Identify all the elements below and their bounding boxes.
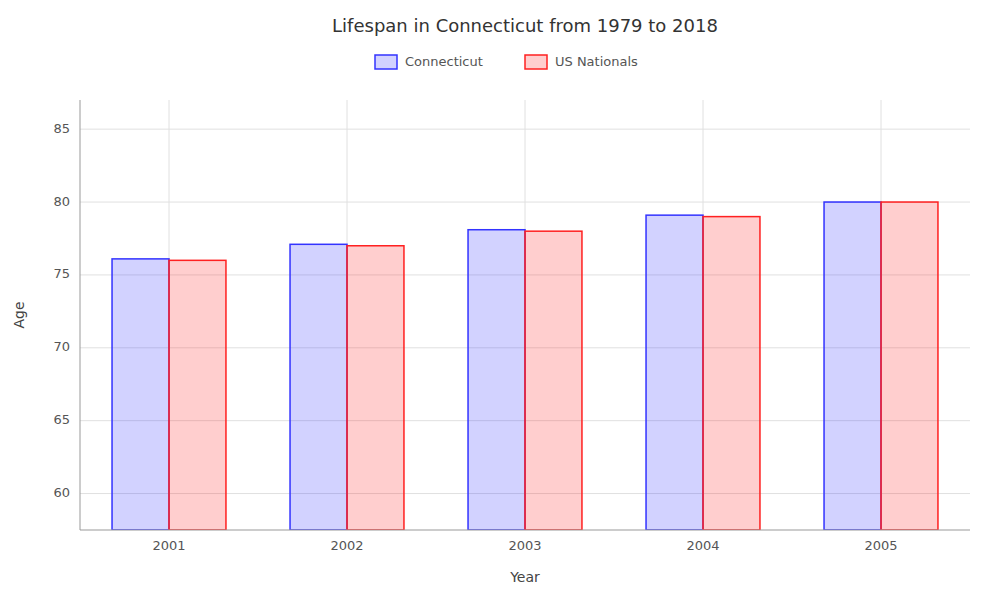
y-axis-label: Age (11, 301, 27, 328)
bar (646, 215, 703, 530)
legend: Connecticut US Nationals (375, 54, 638, 70)
bar (290, 244, 347, 530)
y-tick-label: 75 (53, 266, 70, 281)
bar (881, 202, 938, 530)
bars (112, 202, 938, 530)
legend-label: US Nationals (555, 54, 638, 69)
chart: 60 65 70 75 80 85 2001 2002 2003 2004 2005 Lifespan… (0, 0, 1000, 600)
y-axis-line (80, 100, 81, 530)
x-axis-line (80, 530, 970, 531)
legend-label: Connecticut (405, 54, 483, 69)
bar (468, 230, 525, 530)
y-tick-label: 60 (53, 485, 70, 500)
y-tick-label: 70 (53, 339, 70, 354)
x-tick-label: 2003 (508, 538, 541, 553)
legend-swatch (525, 55, 547, 69)
bar (824, 202, 881, 530)
x-tick-label: 2005 (864, 538, 897, 553)
x-tick-label: 2004 (686, 538, 719, 553)
bar (525, 231, 582, 530)
bar (347, 246, 404, 530)
title: Lifespan in Connecticut from 1979 to 201… (332, 15, 718, 36)
bar (112, 259, 169, 530)
bar (169, 260, 226, 530)
y-tick-label: 80 (53, 194, 70, 209)
grid (80, 100, 970, 530)
bar (703, 217, 760, 530)
x-tick-label: 2002 (330, 538, 363, 553)
x-axis-label: Year (509, 569, 540, 585)
chart-container: 60 65 70 75 80 85 2001 2002 2003 2004 2005 Lifespan… (0, 0, 1000, 600)
x-tick-label: 2001 (152, 538, 185, 553)
y-tick-label: 65 (53, 412, 70, 427)
legend-swatch (375, 55, 397, 69)
y-tick-label: 85 (53, 121, 70, 136)
